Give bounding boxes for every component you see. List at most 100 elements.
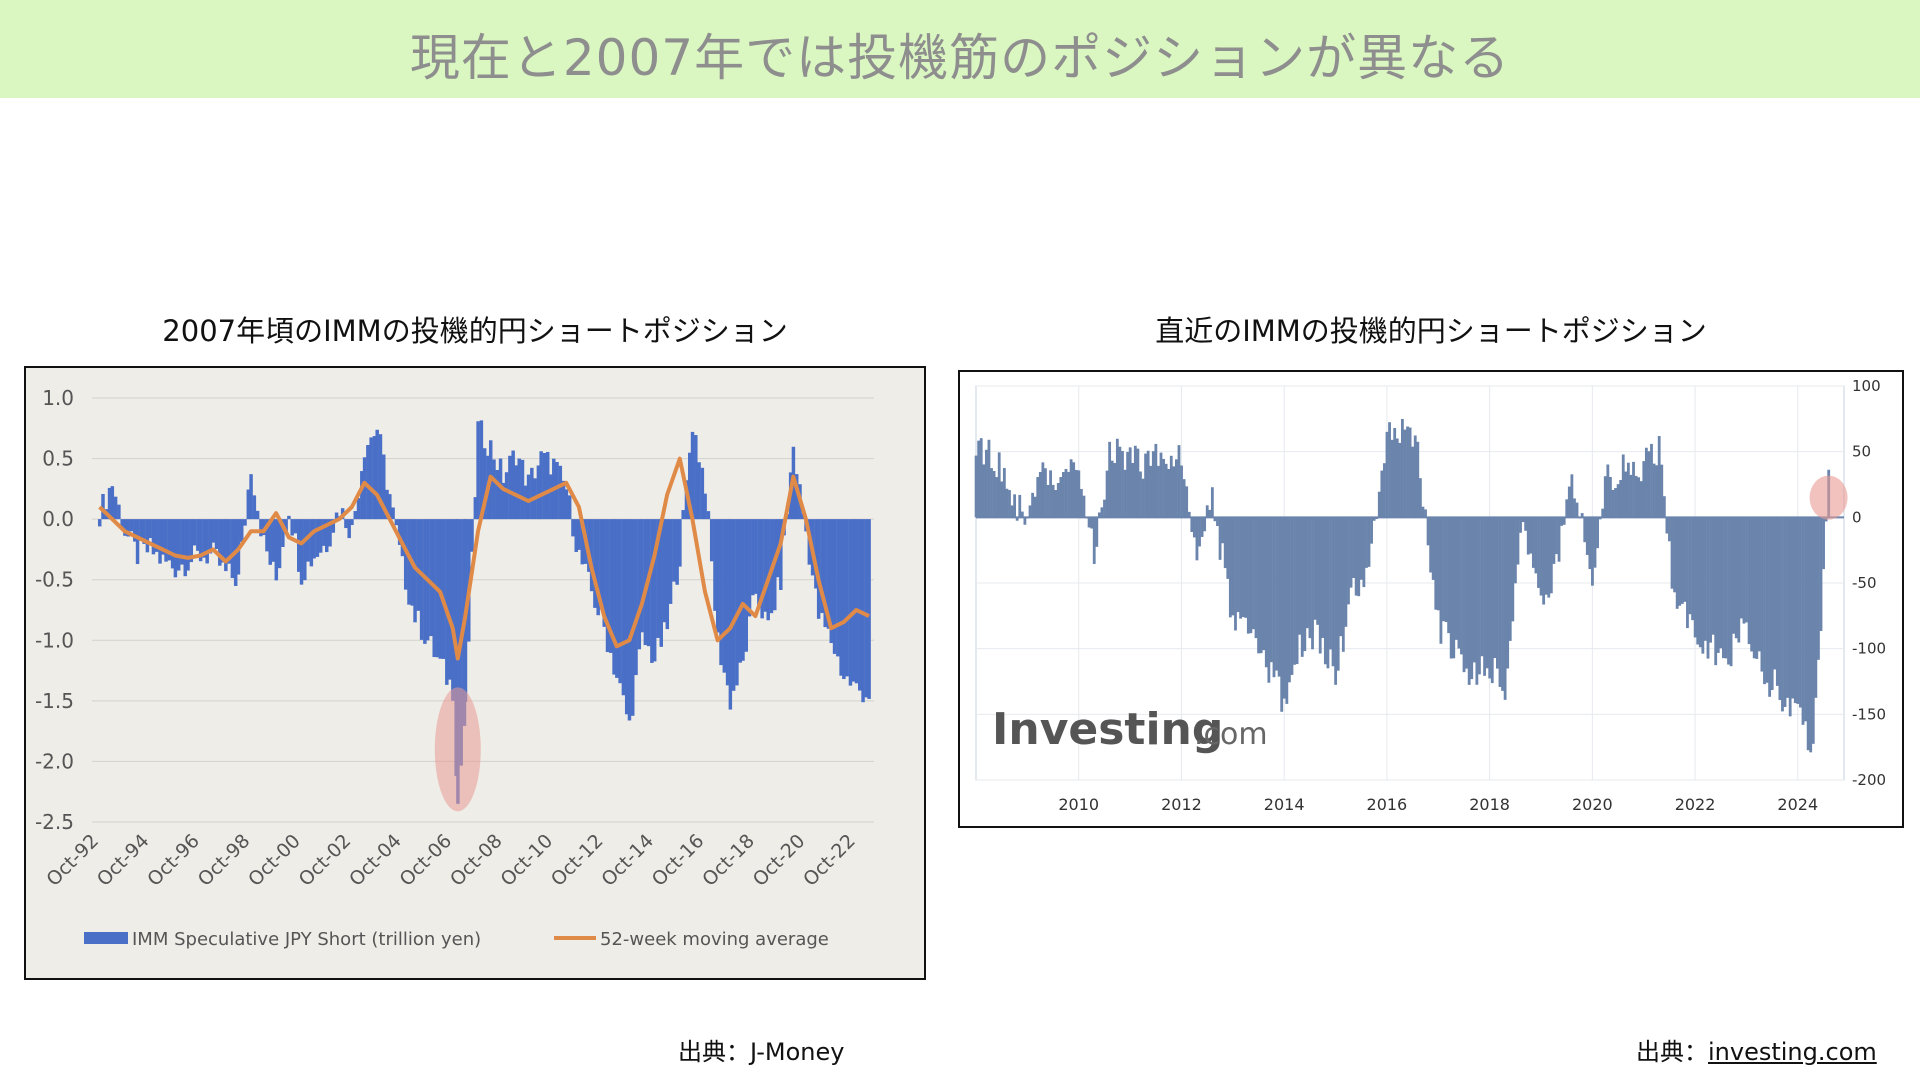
x-tick-label: 2022 — [1675, 795, 1716, 814]
position-bar — [1038, 471, 1042, 518]
position-bar — [1118, 446, 1122, 518]
position-bar — [1398, 442, 1402, 518]
position-bar — [1305, 517, 1309, 629]
position-bar — [1123, 469, 1127, 518]
position-bar — [1270, 517, 1273, 663]
jpy-short-bar — [123, 519, 127, 536]
jpy-short-bar — [135, 519, 140, 565]
jpy-short-bar — [413, 519, 417, 623]
jpy-short-bar — [851, 519, 856, 682]
jpy-short-bar — [403, 519, 408, 590]
position-bar — [1434, 517, 1438, 610]
left-chart: 1.00.50.0-0.5-1.0-1.5-2.0-2.5Oct-92Oct-9… — [26, 368, 924, 978]
position-bar — [1529, 517, 1533, 554]
jpy-short-bar — [615, 519, 619, 678]
jpy-short-bar — [271, 519, 276, 562]
y-tick-label: -100 — [1852, 640, 1886, 658]
jpy-short-bar — [678, 519, 682, 567]
position-bar — [982, 464, 986, 518]
jpy-short-bar — [224, 519, 228, 572]
position-bar — [1822, 517, 1825, 570]
jpy-short-bar — [479, 420, 484, 520]
position-bar — [1303, 517, 1307, 652]
position-bar — [1629, 474, 1633, 518]
position-bar — [1632, 461, 1635, 518]
jpy-short-bar — [526, 474, 531, 520]
jpy-short-bar — [362, 457, 367, 520]
position-bar — [1606, 464, 1610, 518]
position-bar — [1323, 517, 1327, 665]
position-bar — [1395, 438, 1399, 518]
investing-link[interactable]: investing.com — [1708, 1038, 1877, 1066]
jpy-short-bar — [520, 459, 525, 520]
position-bar — [1062, 472, 1065, 518]
position-bar — [1044, 468, 1047, 518]
position-bar — [1354, 517, 1358, 596]
jpy-short-bar — [372, 436, 377, 520]
jpy-short-bar — [706, 511, 711, 520]
position-bar — [984, 449, 988, 518]
position-bar — [1501, 517, 1504, 691]
jpy-short-bar — [524, 485, 528, 520]
position-bar — [1570, 474, 1574, 518]
jpy-short-bar — [117, 504, 121, 520]
x-tick-label: 2020 — [1572, 795, 1613, 814]
position-bar — [1180, 465, 1183, 518]
position-bar — [1598, 517, 1602, 520]
position-bar — [1619, 479, 1623, 518]
position-bar — [1478, 517, 1481, 675]
position-bar — [1519, 517, 1522, 533]
position-bar — [1670, 517, 1674, 589]
position-bar — [1182, 479, 1186, 518]
jpy-short-bar — [816, 519, 821, 619]
title-band — [0, 0, 1920, 98]
position-bar — [974, 455, 978, 518]
position-bar — [1000, 481, 1004, 518]
jpy-short-bar — [214, 519, 219, 550]
position-bar — [1778, 517, 1782, 701]
jpy-short-bar — [274, 519, 279, 581]
jpy-short-bar — [668, 519, 673, 604]
jpy-short-bar — [542, 452, 547, 520]
position-bar — [1069, 459, 1073, 518]
jpy-short-bar — [624, 519, 629, 715]
position-bar — [1542, 517, 1546, 605]
jpy-short-bar — [779, 519, 783, 590]
position-bar — [1701, 517, 1705, 654]
position-bar — [1516, 517, 1520, 565]
jpy-short-bar — [139, 519, 143, 541]
position-bar — [1642, 461, 1646, 518]
position-bar — [1742, 517, 1746, 624]
position-bar — [1734, 517, 1738, 639]
position-bar — [1282, 517, 1286, 699]
position-bar — [1729, 517, 1733, 667]
jpy-short-bar — [315, 519, 320, 557]
position-bar — [1614, 488, 1617, 518]
position-bar — [1110, 460, 1114, 518]
position-bar — [997, 452, 1001, 518]
jpy-short-bar — [725, 519, 730, 686]
position-bar — [1467, 517, 1471, 685]
y-tick-label: 0.5 — [42, 447, 74, 471]
jpy-short-bar — [747, 519, 752, 617]
jpy-short-bar — [681, 510, 685, 520]
position-bar — [1534, 517, 1538, 574]
position-bar — [1280, 517, 1284, 712]
jpy-short-bar — [577, 519, 581, 550]
position-bar — [1002, 468, 1006, 518]
position-bar — [1413, 435, 1417, 518]
position-bar — [1357, 517, 1361, 597]
position-bar — [1082, 495, 1086, 518]
position-bar — [1488, 517, 1492, 679]
position-bar — [1680, 517, 1684, 604]
position-bar — [1755, 517, 1759, 659]
y-tick-label: -200 — [1852, 771, 1886, 789]
position-bar — [1190, 517, 1194, 533]
position-bar — [1806, 517, 1810, 751]
position-bar — [1370, 517, 1373, 544]
position-bar — [1113, 463, 1117, 518]
position-bar — [1691, 517, 1694, 621]
jpy-short-bar — [252, 495, 257, 520]
position-bar — [1801, 517, 1805, 725]
position-bar — [1267, 517, 1271, 683]
